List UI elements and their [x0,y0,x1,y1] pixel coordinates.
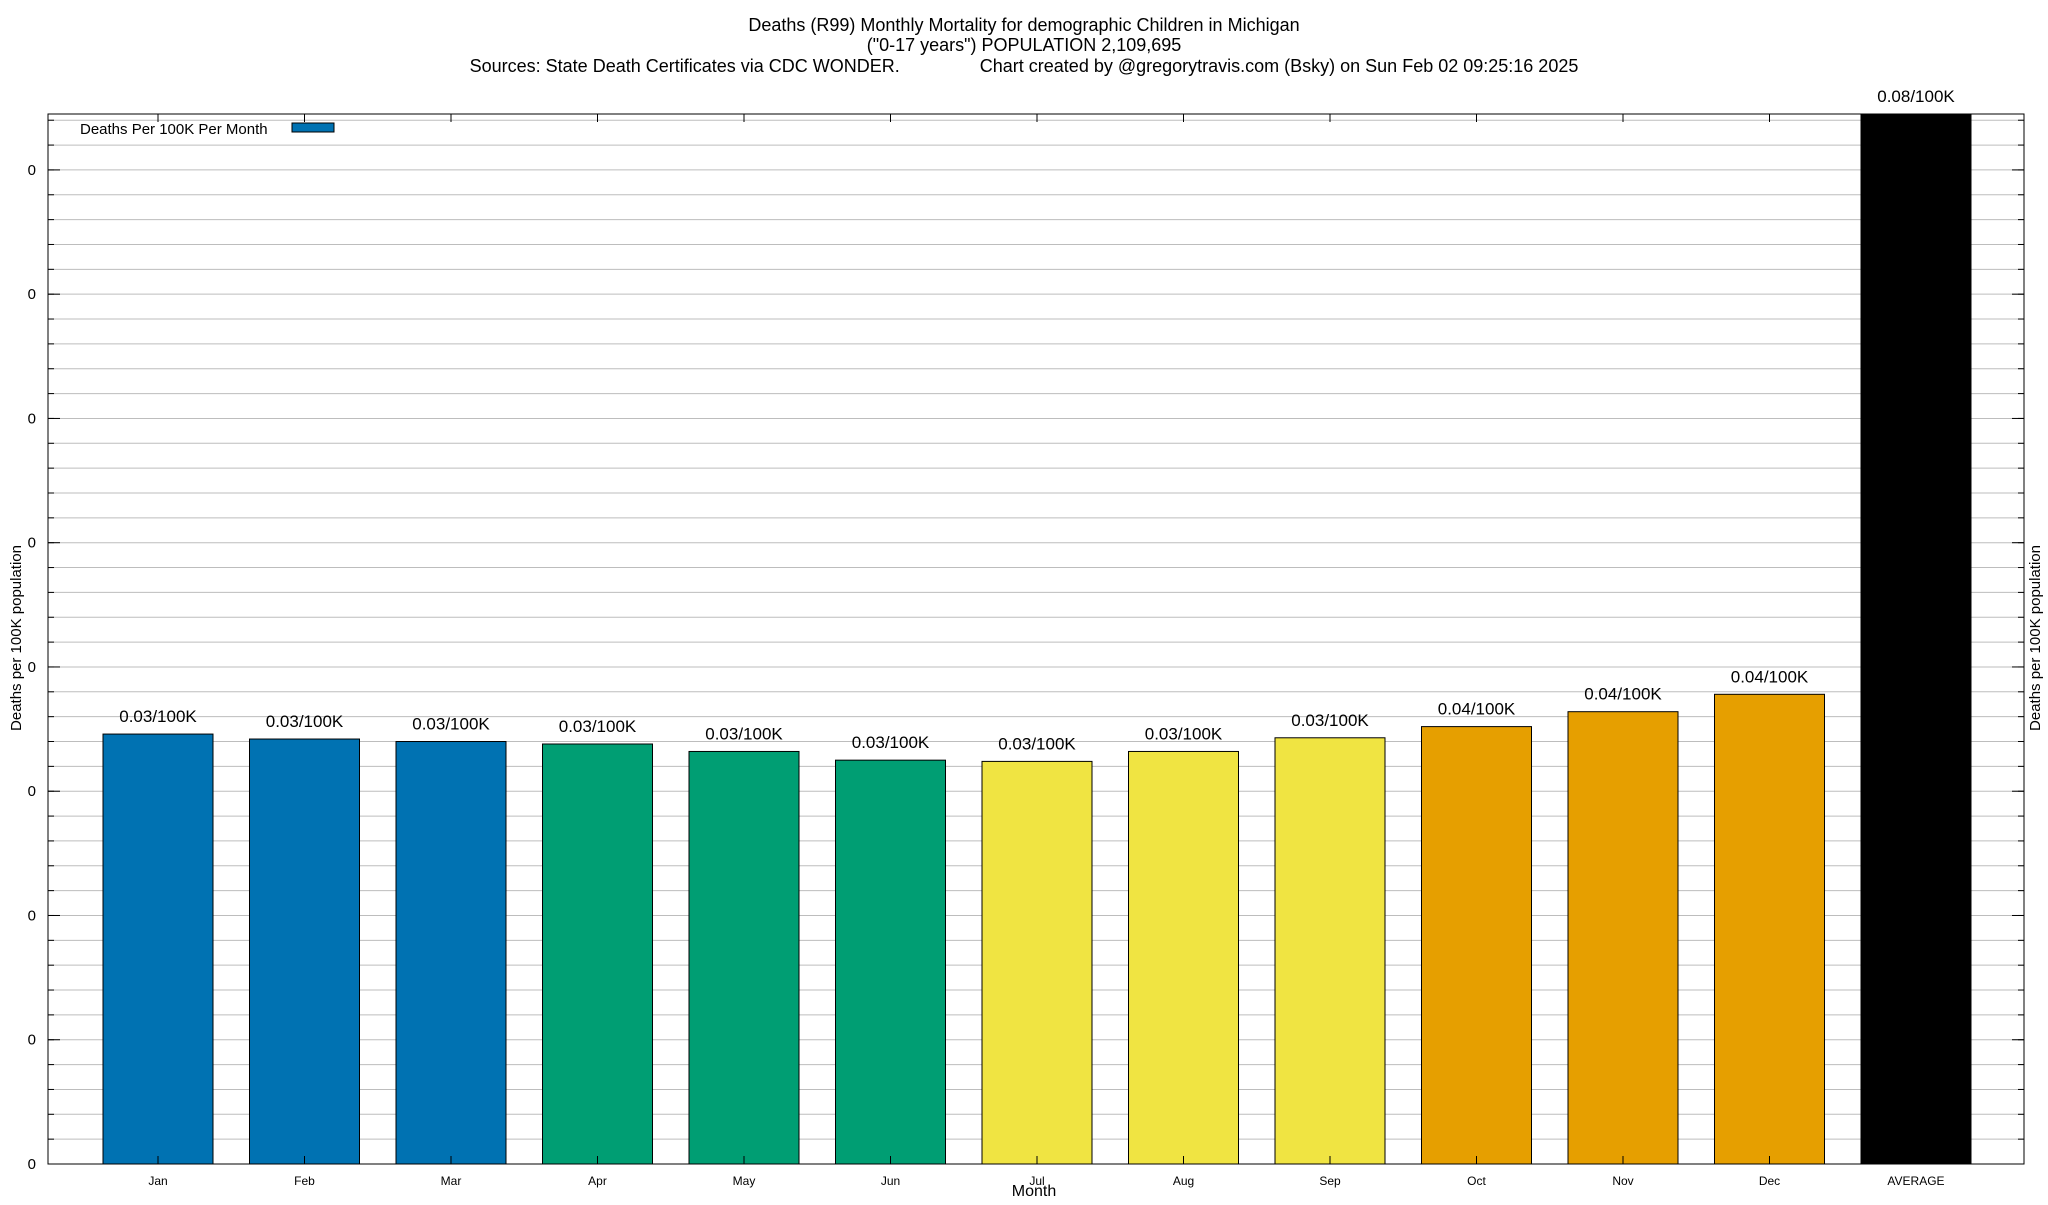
bar-sep [1274,737,1386,1165]
y-tick-label: 0 [28,659,36,676]
x-tick-label: Nov [1612,1174,1633,1188]
y-tick-label: 0 [28,410,36,427]
value-label: 0.03/100K [705,724,783,743]
value-label: 0.03/100K [266,712,344,731]
bar-oct [1421,726,1532,1165]
legend-swatch [291,122,335,133]
y-axis-label-right: Deaths per 100K population [2027,545,2044,731]
legend-label: Deaths Per 100K Per Month [80,121,268,138]
value-label: 0.04/100K [1731,667,1809,686]
x-tick-label: Sep [1319,1174,1341,1188]
bar-average [1860,113,1972,1165]
value-label: 0.03/100K [998,734,1076,753]
y-tick-label: 0 [28,535,36,552]
bar-jun [835,759,946,1165]
x-tick-label: Apr [588,1174,607,1188]
y-tick-label: 0 [28,1032,36,1049]
chart-title: Deaths (R99) Monthly Mortality for demog… [470,15,1579,76]
value-labels: 0.03/100K 0.03/100K 0.03/100K 0.03/100K 0.03… [119,87,1955,753]
bar-dec [1714,693,1825,1165]
value-label: 0.03/100K [559,717,637,736]
y-tick-label: 0 [28,162,36,179]
bar-nov [1567,711,1679,1165]
value-label: 0.04/100K [1438,700,1516,719]
x-tick-label: Oct [1467,1174,1486,1188]
value-label: 0.03/100K [412,715,490,734]
bar-jul [981,760,1093,1165]
bar-mar [395,741,507,1165]
y-axis-label-left: Deaths per 100K population [8,545,25,731]
x-axis-label: Month [1012,1183,1056,1200]
legend: Deaths Per 100K Per Month [80,121,335,138]
bar-apr [542,743,653,1165]
y-tick-label: 0 [28,286,36,303]
value-label: 0.03/100K [119,707,197,726]
y-tick-label: 0 [28,783,36,800]
value-label: 0.03/100K [1291,711,1369,730]
x-tick-label: Jul [1029,1174,1044,1188]
x-tick-label: May [733,1174,756,1188]
x-tick-label: AVERAGE [1887,1174,1944,1188]
plot-frame [47,113,2025,1165]
y-tick-label: 0 [28,1156,36,1173]
bar-may [688,750,800,1165]
x-tick-label: Mar [441,1174,462,1188]
axis-ticks [48,114,2024,1165]
bars [102,113,1972,1165]
title-line-3: Sources: State Death Certificates via CD… [470,56,1579,76]
x-tick-label: Dec [1759,1174,1780,1188]
x-tick-labels: Jan Feb Mar Apr May Jun Jul Aug Sep Oct Nov Dec AVER… [148,1174,1944,1188]
title-line-1: Deaths (R99) Monthly Mortality for demog… [748,15,1299,35]
value-label: 0.08/100K [1877,87,1955,106]
x-tick-label: Aug [1173,1174,1194,1188]
bar-jan [102,733,214,1165]
value-label: 0.04/100K [1584,685,1662,704]
y-tick-label: 0 [28,907,36,924]
x-tick-label: Jan [148,1174,167,1188]
y-tick-labels: 0 0 0 0 0 0 0 0 0 [28,162,36,1173]
bar-aug [1128,750,1239,1165]
value-label: 0.03/100K [1145,724,1223,743]
bar-feb [249,738,360,1165]
x-tick-label: Feb [294,1174,315,1188]
title-line-2: ("0-17 years") POPULATION 2,109,695 [867,35,1182,55]
x-tick-label: Jun [881,1174,900,1188]
value-label: 0.03/100K [852,733,930,752]
